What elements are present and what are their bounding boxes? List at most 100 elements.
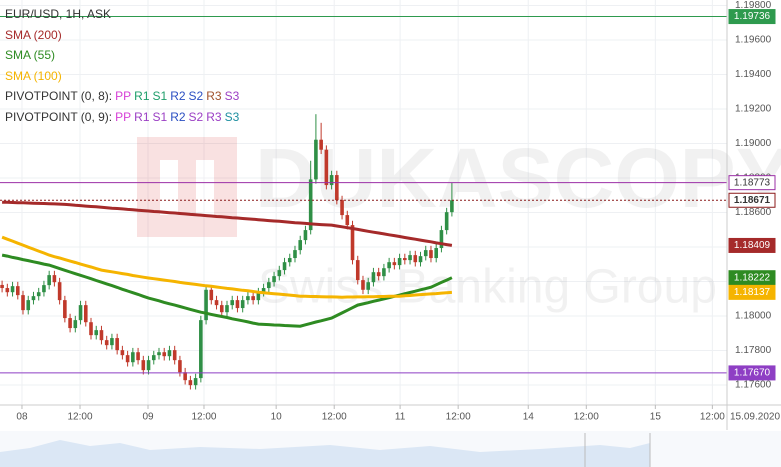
candle-body bbox=[183, 372, 187, 381]
candle-body bbox=[31, 296, 36, 301]
candle-body bbox=[15, 286, 20, 296]
grid bbox=[0, 0, 727, 405]
candle-body bbox=[57, 282, 62, 301]
candle-body bbox=[308, 179, 313, 231]
candle-body bbox=[172, 350, 177, 361]
candle-body bbox=[361, 280, 365, 290]
y-tick-label: 1.17600 bbox=[735, 380, 772, 391]
x-tick-label: 15 bbox=[650, 412, 662, 423]
candle-body bbox=[371, 272, 376, 283]
candle-body bbox=[26, 300, 31, 311]
candle-body bbox=[267, 282, 271, 289]
x-tick-label: 12:00 bbox=[700, 412, 725, 423]
candle-body bbox=[115, 338, 119, 351]
candle-body bbox=[246, 296, 250, 301]
price-label-box bbox=[728, 175, 776, 191]
candle-body bbox=[324, 149, 329, 186]
y-tick-label: 1.19400 bbox=[735, 69, 772, 80]
candle-body bbox=[429, 250, 433, 259]
candle-body bbox=[104, 340, 109, 346]
candle-body bbox=[376, 272, 381, 277]
navigator bbox=[0, 431, 781, 467]
watermark-logo-part bbox=[160, 160, 178, 215]
candle-body bbox=[5, 288, 10, 293]
price-label: 1.18671 bbox=[734, 195, 771, 206]
pivot-label: PIVOTPOINT (0, 9): bbox=[5, 109, 113, 124]
candle-body bbox=[444, 212, 449, 231]
candle-body bbox=[287, 258, 292, 263]
candle-body bbox=[366, 282, 371, 290]
pivot-item: PP bbox=[115, 89, 132, 103]
y-tick-label: 1.19000 bbox=[735, 138, 772, 149]
price-label: 1.18773 bbox=[734, 177, 771, 188]
pivot-item: R1 bbox=[134, 89, 150, 103]
sma-line bbox=[1, 253, 453, 328]
candle-body bbox=[94, 330, 99, 336]
price-label: 1.18137 bbox=[734, 287, 771, 298]
watermark-logo bbox=[137, 137, 237, 237]
pivot-item: S2 bbox=[188, 109, 204, 124]
candle-body bbox=[272, 276, 276, 283]
candle-body bbox=[355, 260, 360, 281]
candle-body bbox=[162, 352, 167, 357]
candle-body bbox=[434, 248, 438, 259]
watermark: DUKASCOPY Swiss Banking Group bbox=[137, 131, 781, 314]
y-tick-label: 1.18000 bbox=[735, 311, 772, 322]
candle-body bbox=[350, 225, 355, 261]
candle-body bbox=[83, 305, 88, 323]
pivot-label: PIVOTPOINT (0, 8): bbox=[5, 89, 113, 103]
candle-body bbox=[199, 320, 203, 379]
pivot-item: S1 bbox=[152, 89, 168, 103]
plot bbox=[0, 16, 727, 390]
candle-body bbox=[303, 230, 308, 241]
candle-body bbox=[282, 262, 287, 271]
legend-title: EUR/USD, 1H, ASK bbox=[5, 7, 112, 21]
x-tick-label: 11 bbox=[395, 412, 406, 423]
candle-body bbox=[408, 255, 412, 261]
price-label-box bbox=[728, 192, 776, 208]
x-tick-label: 09 bbox=[142, 412, 154, 423]
candle-body bbox=[10, 286, 15, 293]
candle-body bbox=[110, 338, 114, 346]
candle-body bbox=[335, 175, 339, 201]
candle-body bbox=[21, 295, 25, 311]
candle-body bbox=[219, 305, 224, 313]
x-tick-label: 10 bbox=[271, 412, 283, 423]
candle-body bbox=[251, 296, 255, 301]
price-label-box bbox=[728, 237, 776, 253]
candle-body bbox=[319, 139, 323, 150]
legend-pivot: PIVOTPOINT (0, 8): PP R1 S1 R2 S2 R3 S3 bbox=[5, 86, 242, 107]
legend-pivot: PIVOTPOINT (0, 9): PP R1 S1 R2 S2 R3 S3 bbox=[5, 107, 242, 128]
candle-body bbox=[78, 305, 83, 321]
candle-body bbox=[403, 258, 407, 261]
x-tick-label: 14 bbox=[523, 412, 535, 423]
x-tick-label: 08 bbox=[16, 412, 28, 423]
pivot-item: S2 bbox=[188, 89, 204, 103]
price-label-box bbox=[728, 270, 776, 286]
candle-body bbox=[209, 289, 214, 301]
x-tick-label: 12:00 bbox=[322, 412, 347, 423]
candle-body bbox=[73, 320, 78, 329]
candle-body bbox=[68, 318, 72, 329]
x-tick-label: 12:00 bbox=[191, 412, 216, 423]
watermark-subtitle: Swiss Banking Group bbox=[258, 261, 717, 314]
price-label: 1.18409 bbox=[734, 240, 771, 251]
sma-line bbox=[1, 235, 452, 299]
candle-body bbox=[340, 200, 344, 216]
candle-body bbox=[214, 300, 219, 306]
price-label: 1.17670 bbox=[734, 368, 771, 379]
candle-body bbox=[240, 300, 245, 309]
candle-body bbox=[418, 256, 423, 263]
pivot-item: R1 bbox=[134, 109, 150, 124]
price-label-box bbox=[728, 9, 776, 25]
legend-entry: SMA (100) bbox=[5, 68, 62, 83]
candle-body bbox=[397, 258, 402, 266]
pivot-item: S3 bbox=[224, 109, 240, 124]
pivot-item: R3 bbox=[206, 109, 222, 124]
candle-body bbox=[382, 268, 386, 277]
y-tick-label: 1.19200 bbox=[735, 104, 772, 115]
candle-body bbox=[392, 262, 397, 266]
date-label: 15.09.2020 bbox=[730, 412, 780, 423]
pivot-item: R2 bbox=[170, 109, 186, 124]
